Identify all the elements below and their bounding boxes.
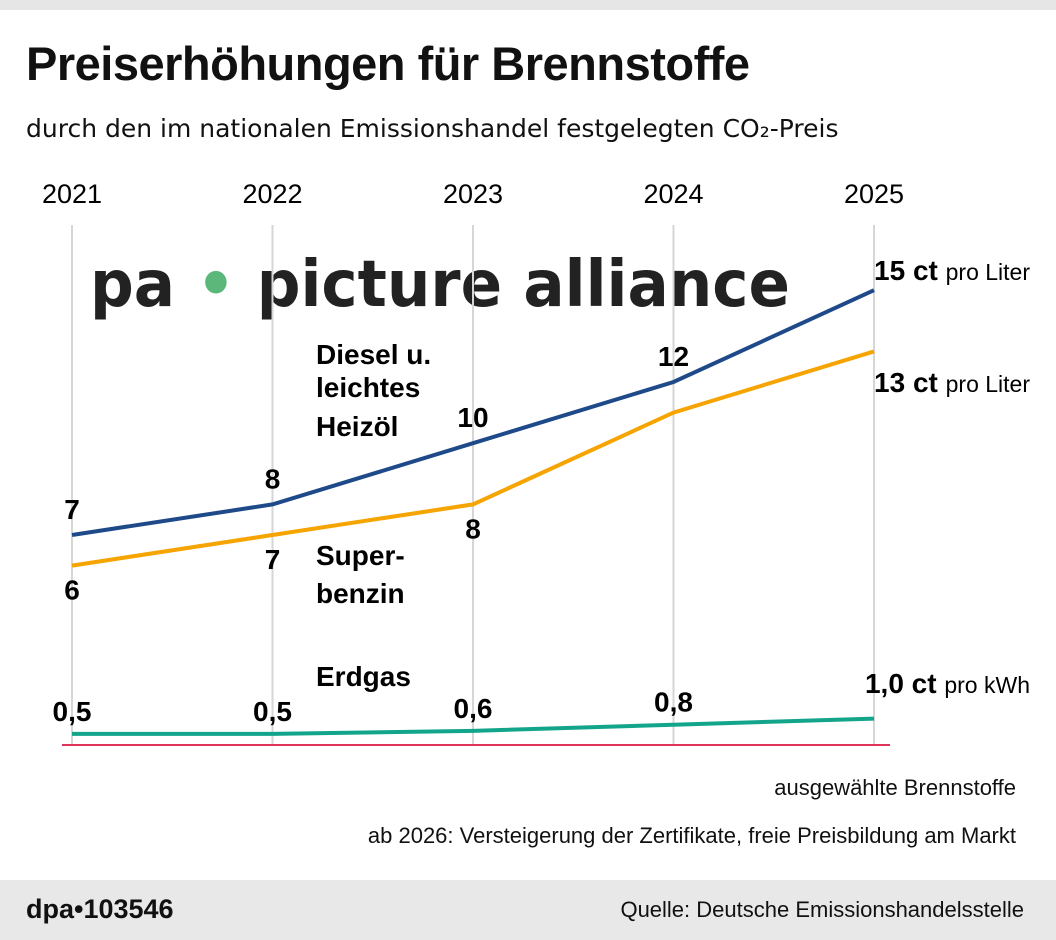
x-tick-label: 2025 bbox=[844, 179, 904, 209]
data-label: 7 bbox=[265, 544, 281, 575]
data-label: 0,5 bbox=[53, 696, 92, 727]
source: Quelle: Deutsche Emissionshandelsstelle bbox=[620, 897, 1024, 922]
top-bar bbox=[0, 0, 1056, 10]
end-label: 1,0 ct pro kWh bbox=[865, 668, 1030, 699]
chart-subtitle: durch den im nationalen Emissionshandel … bbox=[26, 114, 839, 143]
series-label: Erdgas bbox=[316, 661, 411, 692]
end-label: 13 ct pro Liter bbox=[874, 367, 1030, 398]
data-label: 8 bbox=[265, 463, 281, 494]
x-tick-label: 2024 bbox=[643, 179, 703, 209]
data-label: 10 bbox=[457, 402, 488, 433]
series-line bbox=[71, 288, 875, 537]
data-label: 6 bbox=[64, 575, 80, 606]
dpa-id: dpa•103546 bbox=[26, 894, 174, 924]
data-label: 0,5 bbox=[253, 696, 292, 727]
footer: dpa•103546 Quelle: Deutsche Emissionshan… bbox=[0, 880, 1056, 940]
series-line bbox=[72, 716, 875, 736]
series-label: benzin bbox=[316, 578, 405, 609]
data-label: 0,8 bbox=[654, 687, 693, 718]
series-label: Diesel u. bbox=[316, 339, 431, 370]
data-label: 7 bbox=[64, 494, 80, 525]
data-label: 8 bbox=[465, 513, 481, 544]
chart-title: Preiserhöhungen für Brennstoffe bbox=[26, 37, 750, 90]
series-label: leichtes bbox=[316, 372, 420, 403]
series-label: Heizöl bbox=[316, 411, 398, 442]
data-label: 0,6 bbox=[454, 693, 493, 724]
note-selected-fuels: ausgewählte Brennstoffe bbox=[774, 775, 1016, 800]
end-label: 15 ct pro Liter bbox=[874, 255, 1030, 286]
x-tick-label: 2021 bbox=[42, 179, 102, 209]
data-label: 12 bbox=[658, 341, 689, 372]
series-line bbox=[71, 349, 875, 568]
note-2026: ab 2026: Versteigerung der Zertifikate, … bbox=[367, 823, 1016, 848]
line-chart: pa • picture alliance 2021 2022 2023 2024 202… bbox=[42, 179, 1030, 746]
x-tick-label: 2023 bbox=[443, 179, 503, 209]
watermark-logo: pa • picture alliance bbox=[90, 248, 790, 322]
series-label: Super- bbox=[316, 540, 405, 571]
x-tick-label: 2022 bbox=[242, 179, 302, 209]
